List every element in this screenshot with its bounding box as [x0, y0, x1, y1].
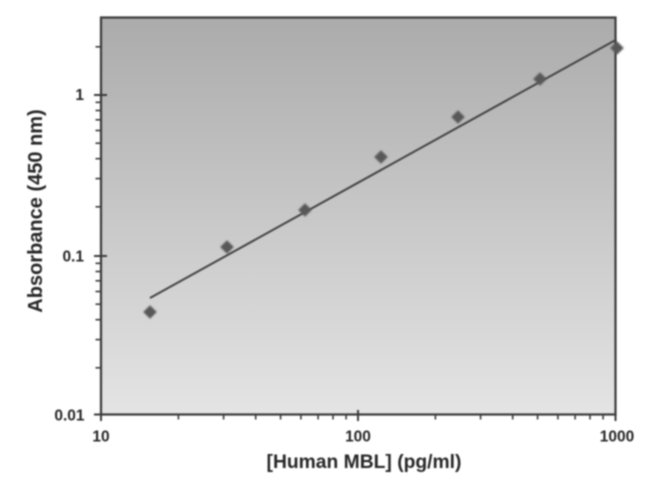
svg-text:1: 1	[75, 87, 84, 104]
svg-text:Absorbance (450 nm): Absorbance (450 nm)	[25, 109, 47, 312]
svg-text:0.01: 0.01	[54, 408, 85, 425]
svg-text:10: 10	[92, 429, 109, 446]
svg-text:[Human MBL] (pg/ml): [Human MBL] (pg/ml)	[267, 452, 462, 473]
svg-text:0.1: 0.1	[62, 249, 84, 266]
svg-text:1000: 1000	[600, 429, 634, 446]
svg-text:100: 100	[345, 429, 371, 446]
